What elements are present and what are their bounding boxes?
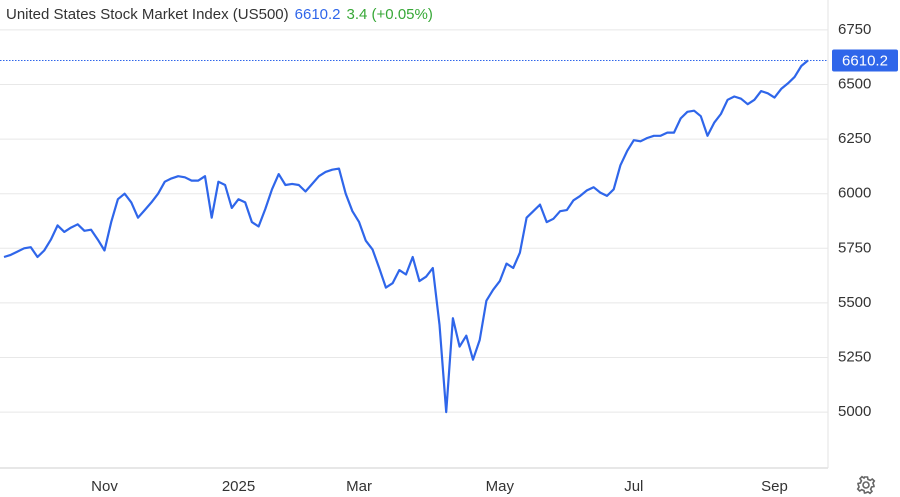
gear-outline (856, 475, 876, 495)
y-tick-label: 6250 (838, 130, 871, 147)
gear-hub (862, 481, 870, 489)
y-tick-label: 5750 (838, 239, 871, 256)
y-tick-label: 5500 (838, 294, 871, 311)
x-tick-label: Jul (624, 478, 643, 495)
chart-title: United States Stock Market Index (US500) (6, 6, 289, 23)
last-price-badge-label: 6610.2 (842, 52, 888, 69)
y-tick-label: 6000 (838, 185, 871, 202)
settings-icon[interactable] (856, 475, 876, 495)
x-tick-label: May (486, 478, 515, 495)
last-price: 6610.2 (295, 6, 341, 23)
x-tick-label: Mar (346, 478, 372, 495)
y-tick-label: 5000 (838, 403, 871, 420)
title-row: United States Stock Market Index (US500)… (6, 6, 433, 23)
last-price-badge (832, 49, 898, 72)
y-tick-label: 6750 (838, 21, 871, 38)
price-change: 3.4 (+0.05%) (347, 6, 433, 23)
y-tick-label: 6500 (838, 75, 871, 92)
price-line (3, 59, 809, 414)
x-tick-label: Nov (91, 478, 118, 495)
x-tick-label: 2025 (222, 478, 255, 495)
x-tick-label: Sep (761, 478, 788, 495)
y-tick-label: 5250 (838, 348, 871, 365)
